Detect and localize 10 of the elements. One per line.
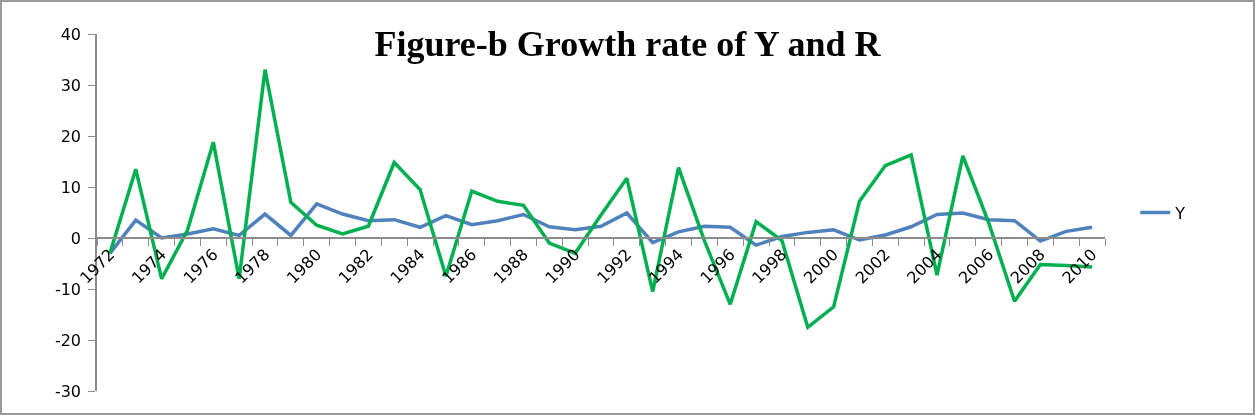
y-tick-label: 10 <box>60 177 82 197</box>
y-tick-label: 20 <box>60 126 82 146</box>
y-tick-label: 0 <box>70 228 82 248</box>
y-tick-label: -30 <box>54 381 82 401</box>
chart-title: Figure-b Growth rate of Y and R <box>374 23 882 64</box>
legend-label: Y <box>1174 203 1186 223</box>
y-tick-label: -10 <box>54 279 82 299</box>
y-tick-label: 30 <box>60 75 82 95</box>
y-tick-label: 40 <box>60 24 82 44</box>
y-tick-label: -20 <box>54 330 82 350</box>
